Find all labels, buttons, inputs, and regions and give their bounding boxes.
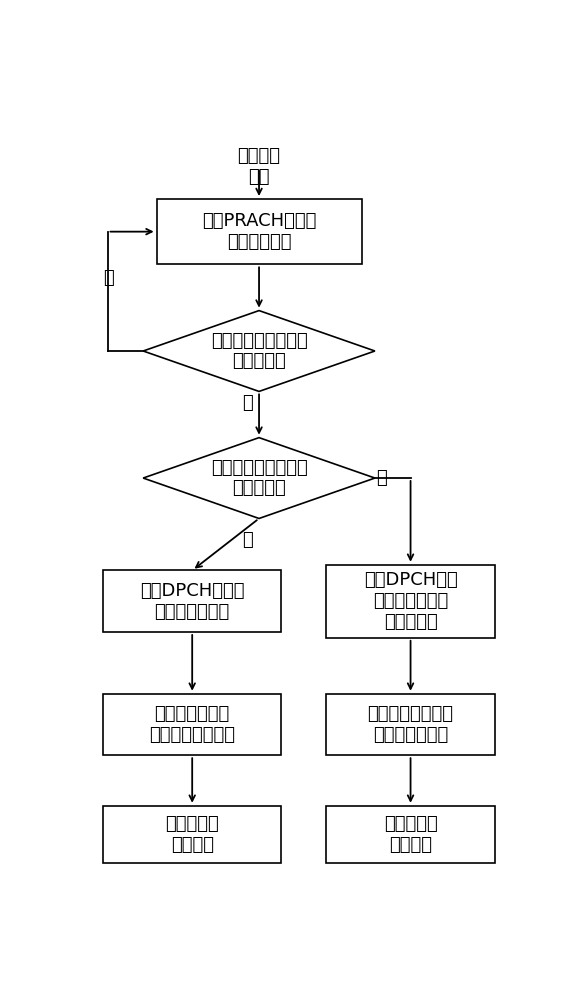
Text: 扰码跟踪和
解扩解调: 扰码跟踪和 解扩解调 — [166, 815, 219, 854]
Text: 否: 否 — [104, 269, 114, 287]
FancyBboxPatch shape — [326, 565, 495, 638]
Polygon shape — [143, 438, 375, 518]
FancyBboxPatch shape — [326, 806, 495, 863]
FancyBboxPatch shape — [326, 694, 495, 755]
FancyBboxPatch shape — [156, 199, 362, 264]
Text: 否: 否 — [376, 469, 387, 487]
Text: 下配搜索信息和扰
码、扩频码信息: 下配搜索信息和扰 码、扩频码信息 — [367, 705, 454, 744]
Text: 输入波束
信号: 输入波束 信号 — [237, 147, 281, 186]
Text: 计算DPCH信道
宽搜索起始时间
和搜索区间: 计算DPCH信道 宽搜索起始时间 和搜索区间 — [363, 571, 458, 631]
Text: 获取PRACH接入前
导的签名信息: 获取PRACH接入前 导的签名信息 — [202, 212, 316, 251]
Text: 下配搜索信息和
扰码、扩频码资源: 下配搜索信息和 扰码、扩频码资源 — [149, 705, 235, 744]
Text: 扰码跟踪和
解扩解调: 扰码跟踪和 解扩解调 — [384, 815, 438, 854]
FancyBboxPatch shape — [103, 570, 281, 632]
Text: 根据签名信息判断是
否可以准入: 根据签名信息判断是 否可以准入 — [210, 332, 308, 370]
Polygon shape — [143, 311, 375, 391]
Text: 是: 是 — [243, 394, 253, 412]
FancyBboxPatch shape — [103, 694, 281, 755]
FancyBboxPatch shape — [103, 806, 281, 863]
Text: 计算DPCH窄搜索
起始和搜索区间: 计算DPCH窄搜索 起始和搜索区间 — [140, 582, 244, 621]
Text: 是: 是 — [243, 531, 253, 549]
Text: 根据扰码判断是否为
本波束用户: 根据扰码判断是否为 本波束用户 — [210, 459, 308, 497]
